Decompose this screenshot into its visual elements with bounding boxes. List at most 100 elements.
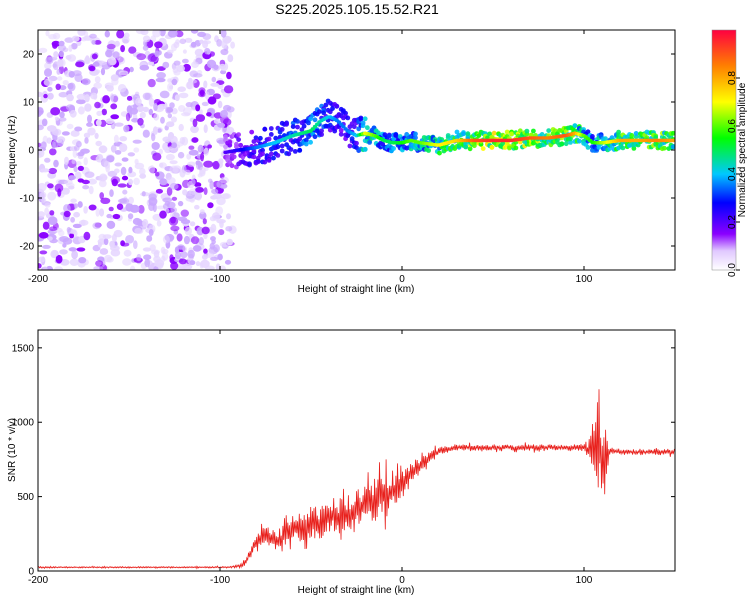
noise-blob (99, 208, 105, 217)
noise-blob (169, 254, 174, 261)
noise-blob (73, 211, 80, 218)
noise-blob (106, 85, 114, 92)
noise-blob (155, 188, 163, 194)
noise-blob (213, 118, 221, 125)
noise-blob (212, 93, 221, 100)
ridge-cell (349, 136, 355, 142)
ridge-cell (295, 119, 300, 124)
noise-blob (192, 118, 198, 128)
noise-blob (69, 233, 74, 239)
noise-blob (106, 220, 116, 229)
noise-blob (204, 91, 210, 100)
noise-blob (110, 144, 117, 153)
noise-blob (197, 144, 204, 153)
ridge-cell (338, 127, 344, 133)
noise-blob (185, 102, 193, 108)
noise-blob (128, 178, 133, 186)
noise-blob (164, 201, 170, 206)
noise-blob (72, 149, 78, 158)
noise-blob (148, 97, 155, 107)
noise-blob (110, 114, 119, 120)
noise-blob (121, 36, 130, 44)
noise-blob (82, 185, 90, 190)
colorbar-tick-label: 0.2 (727, 215, 738, 229)
noise-blob (195, 104, 201, 112)
noise-blob (61, 131, 70, 136)
noise-blob (55, 83, 61, 91)
noise-blob (66, 226, 71, 233)
noise-blob (127, 152, 135, 157)
noise-blob (130, 107, 138, 115)
ridge-cell (386, 133, 392, 139)
noise-blob (112, 51, 120, 59)
ridge-cell (288, 147, 294, 152)
noise-blob (60, 259, 70, 266)
noise-blob (183, 235, 190, 245)
noise-blob (42, 266, 48, 270)
ridge-cell (461, 131, 466, 137)
noise-blob (142, 35, 151, 43)
noise-blob (96, 110, 103, 117)
noise-blob (76, 99, 86, 105)
noise-blob (64, 37, 74, 43)
noise-blob (87, 127, 96, 136)
ridge-cell (229, 163, 235, 169)
ridge-cell (292, 149, 298, 154)
noise-blob (113, 229, 123, 238)
noise-blob (182, 58, 189, 64)
noise-blob (159, 178, 168, 186)
noise-blob (210, 195, 218, 200)
noise-blob (47, 216, 58, 225)
noise-blob (69, 258, 79, 266)
ridge-cell (572, 123, 578, 128)
noise-blob (203, 160, 214, 168)
noise-blob (211, 188, 219, 195)
noise-blob (92, 61, 100, 67)
ridge-cell (365, 125, 370, 131)
noise-blob (94, 132, 99, 139)
noise-blob (54, 266, 64, 270)
noise-blob (110, 176, 121, 184)
ridge-cell (260, 151, 265, 157)
snr-ylabel: SNR (10 * v/v) (7, 418, 18, 482)
ridge-cell (367, 140, 372, 145)
noise-blob (177, 151, 185, 159)
noise-blob (91, 39, 96, 45)
noise-blob (55, 254, 63, 264)
x-tick-label: -200 (28, 274, 48, 285)
noise-blob (190, 125, 199, 134)
noise-blob (106, 155, 115, 163)
ridge-cell (334, 103, 340, 109)
ridge-cell (262, 159, 268, 165)
noise-blob (142, 219, 149, 228)
noise-blob (51, 250, 59, 257)
noise-blob (40, 141, 47, 150)
noise-blob (38, 182, 47, 192)
noise-blob (114, 40, 120, 47)
ridge-cell (620, 145, 626, 151)
noise-blob (54, 116, 60, 121)
noise-blob (199, 166, 206, 175)
ridge-cell (258, 135, 263, 141)
noise-blob (99, 60, 107, 66)
noise-blob (81, 219, 86, 226)
noise-blob (132, 139, 142, 144)
ridge-cell (279, 126, 285, 132)
noise-blob (134, 158, 139, 165)
noise-blob (58, 44, 66, 51)
noise-blob (154, 171, 160, 177)
noise-blob (108, 206, 114, 212)
noise-blob (117, 84, 127, 93)
noise-blob (169, 212, 174, 218)
ridge-cell (504, 129, 510, 135)
noise-blob (103, 238, 109, 246)
noise-blob (114, 162, 122, 167)
noise-blob (224, 259, 232, 265)
noise-blob (215, 206, 224, 216)
noise-blob (49, 210, 55, 216)
noise-blob (169, 160, 178, 165)
y-tick-label: 10 (23, 98, 35, 109)
noise-blob (203, 124, 208, 134)
noise-blob (123, 249, 132, 257)
ridge-cell (465, 131, 471, 137)
